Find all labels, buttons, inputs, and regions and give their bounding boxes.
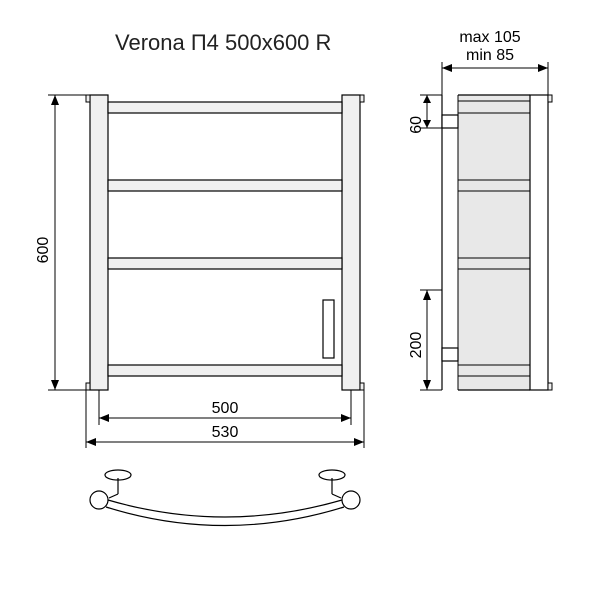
top-view	[90, 470, 360, 526]
dim-max105: max 105	[459, 29, 520, 46]
dim-200: 200	[408, 332, 425, 359]
dim-60: 60	[408, 116, 425, 134]
dim-min85: min 85	[466, 47, 514, 64]
front-dimensions: 600 500 530	[35, 95, 364, 448]
dim-600: 600	[35, 237, 52, 264]
dim-500: 500	[212, 400, 239, 417]
product-title: Verona П4 500x600 R	[115, 30, 331, 56]
technical-drawing: 600 500 530	[0, 0, 600, 600]
dim-530: 530	[212, 424, 239, 441]
front-view	[86, 95, 364, 390]
side-view	[442, 95, 552, 390]
